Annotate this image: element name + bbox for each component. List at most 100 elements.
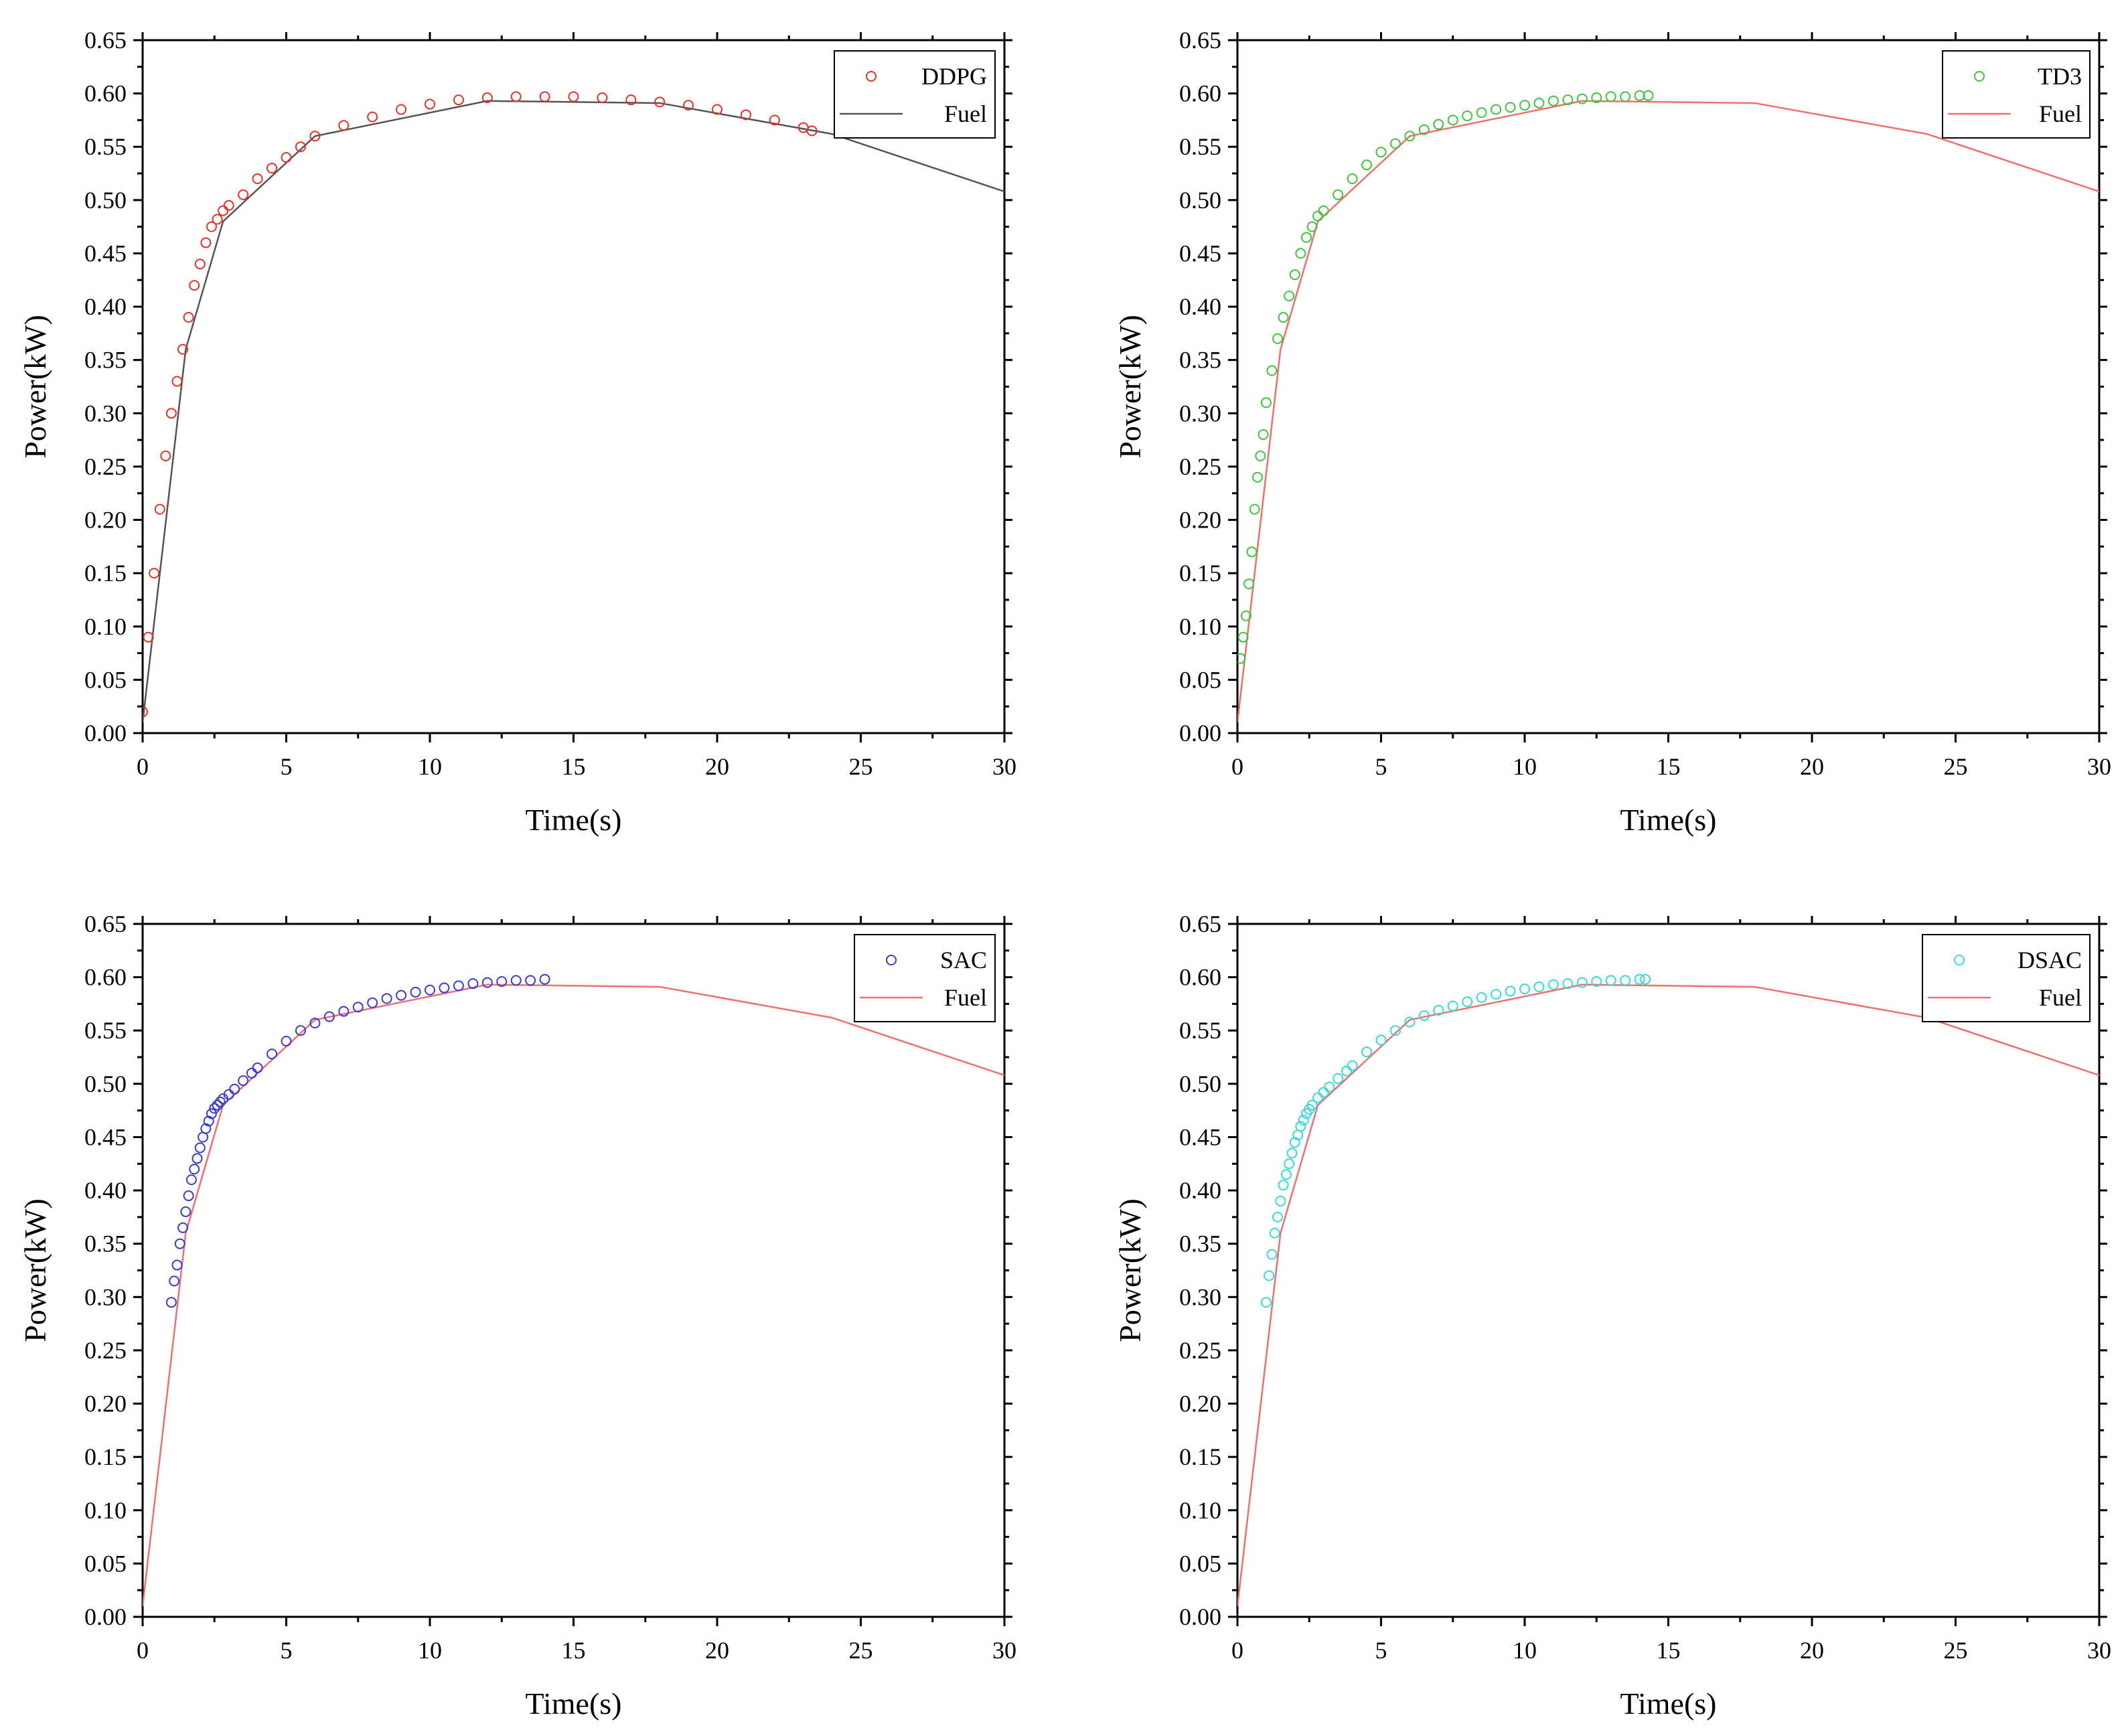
data-point-td3 (1562, 94, 1574, 106)
y-tick-label: 0.30 (1179, 400, 1221, 426)
data-point-td3 (1333, 189, 1344, 200)
data-point-td3 (1476, 107, 1487, 119)
legend-label-ddpg: DDPG (921, 63, 987, 90)
data-point-td3 (1491, 104, 1502, 115)
legend-box (1942, 50, 2091, 139)
legend-marker-sac (886, 955, 897, 965)
plot-area (1237, 90, 2099, 723)
data-point-sac (467, 978, 479, 990)
data-point-sac (267, 1048, 278, 1060)
y-tick-label: 0.30 (84, 400, 127, 426)
data-point-dsac (1389, 1025, 1401, 1036)
data-point-ddpg (683, 100, 694, 111)
data-point-td3 (1447, 114, 1458, 126)
y-tick-label: 0.60 (1179, 80, 1221, 107)
data-point-td3 (1255, 451, 1266, 461)
data-point-dsac (1275, 1196, 1286, 1206)
data-point-ddpg (481, 92, 493, 103)
data-point-sac (185, 1174, 197, 1186)
y-tick-label: 0.20 (84, 507, 127, 534)
data-point-sac (183, 1190, 194, 1202)
data-point-td3 (1591, 92, 1602, 103)
data-point-ddpg (218, 205, 229, 216)
data-point-dsac (1476, 992, 1487, 1003)
x-tick-label: 0 (1231, 1637, 1243, 1664)
data-point-dsac (1605, 975, 1616, 986)
x-tick-label: 30 (992, 1637, 1016, 1664)
series-line-fuel (1237, 983, 2099, 1607)
legend-box (854, 934, 996, 1022)
y-tick-label: 0.60 (84, 80, 127, 107)
y-axis-title: Power(kW) (1113, 1198, 1147, 1342)
x-tick-label: 15 (1657, 753, 1681, 780)
legend-box (1922, 934, 2091, 1022)
data-point-dsac (1519, 983, 1530, 995)
data-point-dsac (1264, 1270, 1275, 1281)
data-point-ddpg (396, 104, 407, 115)
x-axis-title: Time(s) (1620, 803, 1717, 837)
y-tick-label: 0.25 (1179, 1337, 1221, 1364)
x-tick-label: 15 (562, 1637, 586, 1664)
x-tick-label: 20 (705, 1637, 729, 1664)
data-point-ddpg (769, 114, 780, 126)
x-tick-label: 25 (849, 753, 873, 780)
data-point-td3 (1246, 546, 1258, 558)
data-point-ddpg (160, 451, 171, 461)
data-point-td3 (1306, 221, 1318, 232)
data-point-dsac (1447, 1000, 1458, 1012)
y-tick-label: 0.30 (1179, 1283, 1221, 1310)
data-point-sac (425, 984, 435, 996)
y-tick-label: 0.40 (84, 1177, 127, 1204)
data-point-ddpg (189, 280, 200, 291)
legend-label-fuel: Fuel (2039, 100, 2082, 127)
data-point-td3 (1312, 210, 1324, 222)
x-tick-label: 30 (2087, 1637, 2111, 1664)
legend: DSAC Fuel (1922, 934, 2091, 1022)
y-tick-label: 0.00 (84, 1603, 127, 1630)
data-point-td3 (1258, 429, 1269, 441)
series-line-fuel (143, 983, 1004, 1607)
x-tick-label: 10 (418, 1637, 442, 1664)
y-tick-label: 0.05 (84, 1550, 127, 1577)
x-tick-label: 10 (1513, 753, 1537, 780)
y-tick-label: 0.10 (1179, 613, 1221, 640)
y-tick-label: 0.20 (1179, 1391, 1221, 1417)
y-tick-label: 0.25 (84, 1337, 127, 1364)
x-tick-label: 25 (1944, 1637, 1968, 1664)
y-tick-label: 0.65 (1179, 911, 1221, 937)
data-point-ddpg (143, 706, 148, 718)
data-point-ddpg (309, 131, 321, 142)
data-point-ddpg (806, 125, 818, 137)
y-tick-label: 0.00 (1179, 1603, 1221, 1630)
data-point-sac (238, 1075, 249, 1087)
plot-area (143, 973, 1004, 1607)
data-point-ddpg (510, 91, 522, 102)
data-point-ddpg (177, 343, 189, 355)
data-point-ddpg (367, 111, 378, 123)
data-point-sac (192, 1153, 203, 1164)
data-point-dsac (1640, 973, 1651, 985)
y-tick-label: 0.00 (84, 720, 127, 746)
data-point-dsac (1289, 1137, 1300, 1148)
plot-area (143, 91, 1004, 723)
y-tick-label: 0.25 (1179, 453, 1221, 480)
y-tick-label: 0.40 (84, 293, 127, 320)
x-tick-label: 25 (849, 1637, 873, 1664)
x-tick-label: 5 (1375, 1637, 1387, 1664)
chart-panel-2: 0 5 10 15 20 25 30 0.00 0.05 0.10 0.15 0.20 0.25 0.30… (1113, 27, 2111, 837)
data-point-sac (214, 1096, 226, 1107)
y-tick-label: 0.05 (1179, 666, 1221, 693)
data-point-td3 (1300, 232, 1312, 243)
data-point-td3 (1243, 578, 1255, 590)
data-point-td3 (1318, 205, 1329, 216)
y-tick-label: 0.65 (84, 27, 127, 54)
y-tick-label: 0.60 (1179, 964, 1221, 991)
data-point-sac (165, 1297, 177, 1308)
data-point-td3 (1533, 97, 1545, 108)
legend-label-td3: TD3 (2038, 63, 2082, 90)
data-point-td3 (1462, 110, 1473, 122)
data-point-sac (381, 993, 392, 1004)
y-axis-title: Power(kW) (18, 315, 52, 459)
data-point-ddpg (539, 91, 550, 102)
data-point-sac (338, 1006, 350, 1017)
